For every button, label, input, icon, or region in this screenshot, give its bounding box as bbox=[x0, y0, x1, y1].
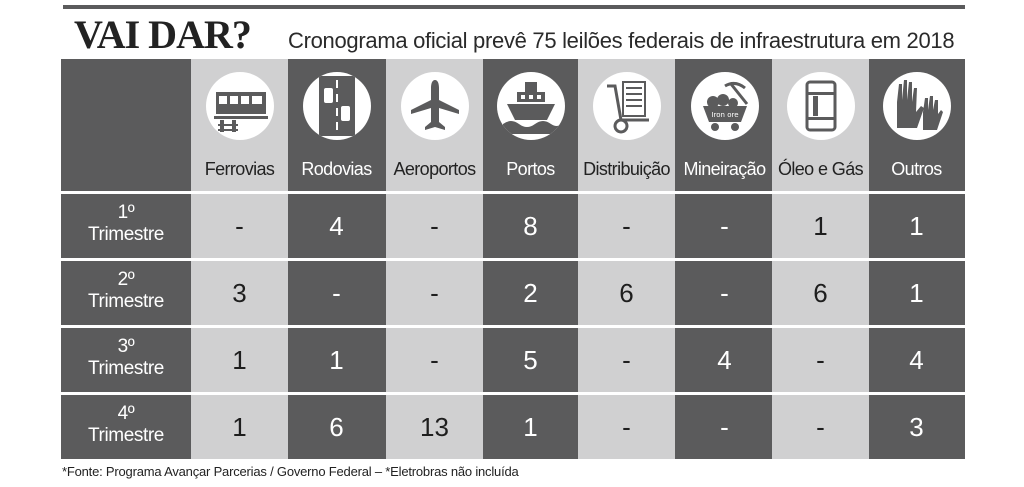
row-label-quarter-2: 2º Trimestre bbox=[61, 269, 191, 313]
oil-barrel-icon bbox=[786, 72, 855, 140]
column-header-rodovias: Rodovias bbox=[301, 159, 372, 179]
road-icon bbox=[302, 72, 371, 140]
table-cell-q4-rodovias: 6 bbox=[329, 412, 344, 442]
headline: VAI DAR? bbox=[74, 12, 252, 57]
hands-icon bbox=[882, 72, 951, 140]
column-header-portos: Portos bbox=[506, 159, 555, 179]
top-rule bbox=[63, 5, 965, 9]
column-header-óleo-e-gás: Óleo e Gás bbox=[777, 159, 864, 179]
table-cell-q3-rodovias: 1 bbox=[329, 345, 344, 375]
column-header-mineiração: Mineiração bbox=[683, 159, 766, 179]
row-label-ordinal: 3º bbox=[117, 336, 135, 357]
train-icon bbox=[205, 72, 274, 140]
column-header-distribuição: Distribuição bbox=[583, 159, 670, 179]
table-cell-q2-outros: 1 bbox=[909, 278, 924, 308]
table-cell-q1-distribuição: - bbox=[622, 211, 631, 241]
row-label-word: Trimestre bbox=[88, 291, 164, 312]
row-label-word: Trimestre bbox=[88, 224, 164, 245]
row-label-ordinal: 2º bbox=[117, 269, 135, 290]
table-cell-q1-aeroportos: - bbox=[430, 211, 439, 241]
ship-icon bbox=[496, 72, 565, 140]
table-cell-q3-portos: 5 bbox=[523, 345, 538, 375]
table-cell-q2-ferrovias: 3 bbox=[232, 278, 247, 308]
column-header-outros: Outros bbox=[891, 159, 942, 179]
row-label-word: Trimestre bbox=[88, 358, 164, 379]
source-footnote: *Fonte: Programa Avançar Parcerias / Gov… bbox=[62, 464, 519, 479]
row-divider bbox=[61, 325, 965, 328]
table-cell-q3-mineiração: 4 bbox=[717, 345, 732, 375]
table-cell-q4-óleo-e-gás: - bbox=[816, 412, 825, 442]
row-label-quarter-1: 1º Trimestre bbox=[61, 202, 191, 246]
table-cell-q1-ferrovias: - bbox=[235, 211, 244, 241]
svg-text:Iron ore: Iron ore bbox=[711, 111, 738, 119]
table-cell-q3-ferrovias: 1 bbox=[232, 345, 247, 375]
row-label-ordinal: 4º bbox=[117, 403, 135, 424]
table-cell-q2-mineiração: - bbox=[720, 278, 729, 308]
table-cell-q3-aeroportos: - bbox=[430, 345, 439, 375]
table-cell-q2-óleo-e-gás: 6 bbox=[813, 278, 828, 308]
row-label-quarter-3: 3º Trimestre bbox=[61, 336, 191, 380]
mine-cart-icon: Iron ore bbox=[690, 72, 759, 140]
table-cell-q2-distribuição: 6 bbox=[619, 278, 634, 308]
table-cell-q2-portos: 2 bbox=[523, 278, 538, 308]
table-cell-q2-aeroportos: - bbox=[430, 278, 439, 308]
row-label-quarter-4: 4º Trimestre bbox=[61, 403, 191, 447]
table-cell-q1-mineiração: - bbox=[720, 211, 729, 241]
table-cell-q2-rodovias: - bbox=[332, 278, 341, 308]
table-cell-q3-distribuição: - bbox=[622, 345, 631, 375]
table-cell-q3-óleo-e-gás: - bbox=[816, 345, 825, 375]
table-cell-q1-portos: 8 bbox=[523, 211, 538, 241]
column-header-ferrovias: Ferrovias bbox=[204, 159, 275, 179]
table-cell-q4-mineiração: - bbox=[720, 412, 729, 442]
column-header-aeroportos: Aeroportos bbox=[393, 159, 476, 179]
schedule-table: Ferrovias Rodovias Aeroportos Portos Dist… bbox=[61, 59, 965, 459]
row-label-ordinal: 1º bbox=[117, 202, 135, 223]
airplane-icon bbox=[400, 72, 469, 140]
table-cell-q1-óleo-e-gás: 1 bbox=[813, 211, 828, 241]
table-cell-q4-distribuição: - bbox=[622, 412, 631, 442]
table-cell-q3-outros: 4 bbox=[909, 345, 924, 375]
row-divider bbox=[61, 191, 965, 194]
table-cell-q4-portos: 1 bbox=[523, 412, 538, 442]
table-cell-q1-outros: 1 bbox=[909, 211, 924, 241]
row-divider bbox=[61, 392, 965, 395]
row-label-word: Trimestre bbox=[88, 425, 164, 446]
table-cell-q1-rodovias: 4 bbox=[329, 211, 344, 241]
table-cell-q4-aeroportos: 13 bbox=[420, 412, 449, 442]
hand-truck-icon bbox=[592, 72, 661, 140]
chart-title: Cronograma oficial prevê 75 leilões fede… bbox=[288, 28, 955, 53]
table-cell-q4-ferrovias: 1 bbox=[232, 412, 247, 442]
table-cell-q4-outros: 3 bbox=[909, 412, 924, 442]
row-divider bbox=[61, 258, 965, 261]
